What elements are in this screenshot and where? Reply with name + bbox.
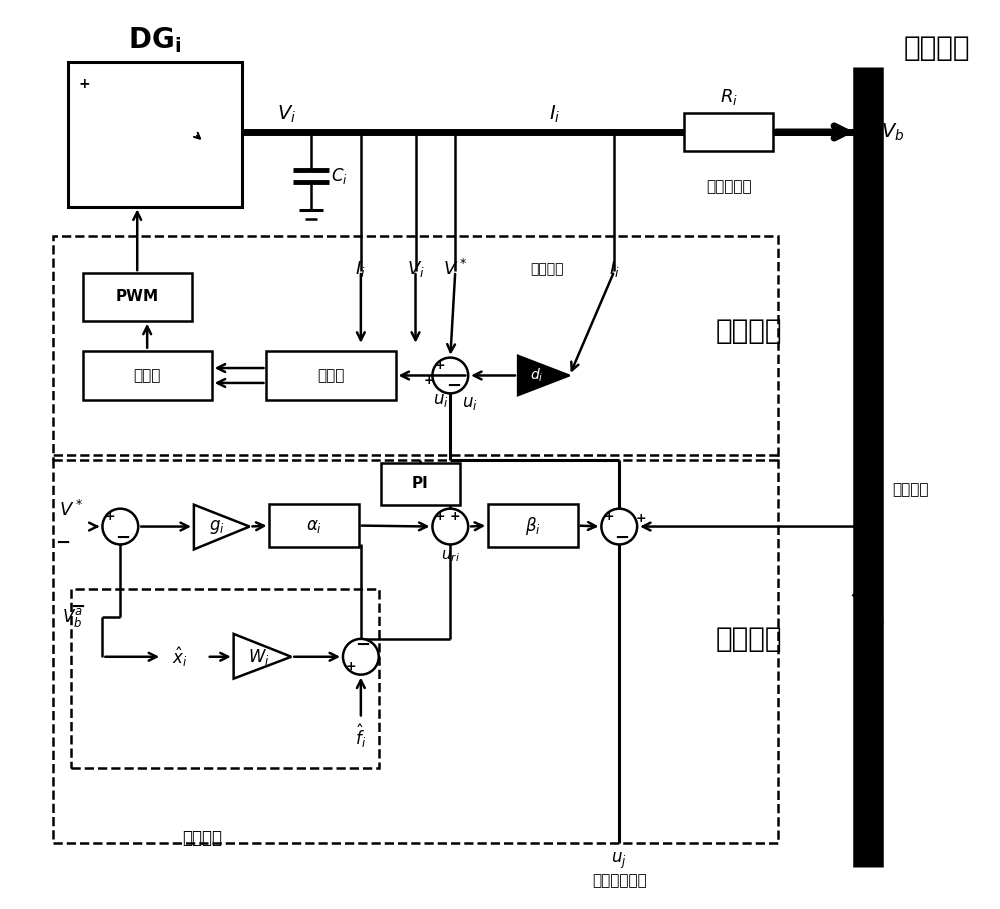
Circle shape xyxy=(102,509,138,544)
Text: $C_i$: $C_i$ xyxy=(331,165,347,185)
Text: $I_i$: $I_i$ xyxy=(609,259,620,279)
Text: −: − xyxy=(355,635,370,654)
Text: −: − xyxy=(70,598,85,616)
Text: $R_i$: $R_i$ xyxy=(720,87,738,107)
Bar xyxy=(53,236,778,460)
Bar xyxy=(83,273,192,321)
Bar xyxy=(684,113,773,151)
Text: 电流环: 电流环 xyxy=(133,368,161,383)
Text: 攻击信号: 攻击信号 xyxy=(893,483,929,497)
Text: 弹性控制: 弹性控制 xyxy=(182,829,222,846)
Polygon shape xyxy=(234,634,291,679)
Text: +: + xyxy=(423,374,434,387)
Text: $I_i$: $I_i$ xyxy=(549,104,560,125)
Text: +: + xyxy=(79,77,90,91)
Text: −: − xyxy=(446,377,461,395)
Text: $u_i$: $u_i$ xyxy=(462,395,478,413)
Text: $u_i$: $u_i$ xyxy=(433,392,448,409)
Bar xyxy=(53,455,778,843)
Text: PWM: PWM xyxy=(116,289,159,305)
Text: $\hat{f}_i$: $\hat{f}_i$ xyxy=(355,723,366,750)
Text: +: + xyxy=(346,660,356,674)
Text: $W_i$: $W_i$ xyxy=(248,647,269,667)
Text: +: + xyxy=(435,510,446,523)
Text: +: + xyxy=(604,510,615,523)
Text: $V^*$: $V^*$ xyxy=(443,259,467,279)
Text: $I_i$: $I_i$ xyxy=(355,259,366,279)
Text: $V^*$: $V^*$ xyxy=(59,500,83,520)
Text: $\mathbf{DG_i}$: $\mathbf{DG_i}$ xyxy=(128,25,181,55)
Text: $V_b^a$: $V_b^a$ xyxy=(62,605,83,628)
Text: 二层控制: 二层控制 xyxy=(715,624,782,653)
Text: +: + xyxy=(105,510,116,523)
Text: 直流母线: 直流母线 xyxy=(904,34,971,62)
Text: $g_i$: $g_i$ xyxy=(209,517,225,535)
Bar xyxy=(68,63,242,206)
Circle shape xyxy=(432,509,468,544)
Bar xyxy=(381,463,460,504)
Bar xyxy=(269,504,359,547)
Polygon shape xyxy=(518,355,570,395)
Circle shape xyxy=(432,357,468,394)
Bar xyxy=(488,504,578,547)
Text: 传输线阻抗: 传输线阻抗 xyxy=(706,179,751,195)
Text: 邻居控制信号: 邻居控制信号 xyxy=(592,873,647,888)
Text: $u_j$: $u_j$ xyxy=(611,851,627,871)
Text: 下垂增益: 下垂增益 xyxy=(530,262,563,276)
Text: −: − xyxy=(115,528,130,546)
Text: $d_i$: $d_i$ xyxy=(530,367,544,385)
Text: −: − xyxy=(55,534,70,552)
Bar xyxy=(71,589,379,768)
Text: PI: PI xyxy=(412,476,429,492)
Text: $\hat{x}_i$: $\hat{x}_i$ xyxy=(172,645,188,668)
Text: +: + xyxy=(450,510,461,523)
Bar xyxy=(83,351,212,400)
Text: $V_b$: $V_b$ xyxy=(881,121,904,143)
Circle shape xyxy=(343,639,379,674)
Polygon shape xyxy=(194,504,250,549)
Text: $V_i$: $V_i$ xyxy=(407,259,424,279)
Text: $\alpha_i$: $\alpha_i$ xyxy=(306,516,322,534)
Text: 电压环: 电压环 xyxy=(317,368,345,383)
Text: 底层控制: 底层控制 xyxy=(715,316,782,345)
Text: $\beta_i$: $\beta_i$ xyxy=(525,514,541,536)
Text: $u_{ri}$: $u_{ri}$ xyxy=(441,548,460,564)
Circle shape xyxy=(601,509,637,544)
Text: +: + xyxy=(435,359,446,372)
Text: −: − xyxy=(614,528,629,546)
Text: +: + xyxy=(636,512,646,525)
Text: $V_i$: $V_i$ xyxy=(277,104,296,125)
Bar xyxy=(266,351,396,400)
